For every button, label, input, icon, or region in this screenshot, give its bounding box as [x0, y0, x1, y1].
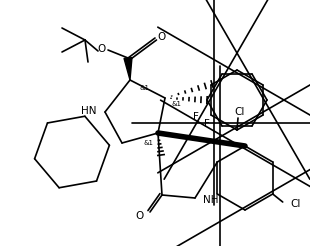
Text: O: O [136, 211, 144, 221]
Text: O: O [158, 32, 166, 42]
Text: F: F [193, 112, 199, 122]
Polygon shape [124, 58, 132, 80]
Text: &1: &1 [172, 101, 182, 107]
Text: Cl: Cl [291, 199, 301, 209]
Text: NH: NH [203, 195, 219, 205]
Text: Cl: Cl [235, 107, 245, 117]
Text: &1: &1 [139, 85, 149, 91]
Text: O: O [98, 44, 106, 54]
Text: &1: &1 [143, 140, 153, 146]
Text: HN: HN [81, 106, 96, 116]
Text: F: F [204, 119, 210, 129]
